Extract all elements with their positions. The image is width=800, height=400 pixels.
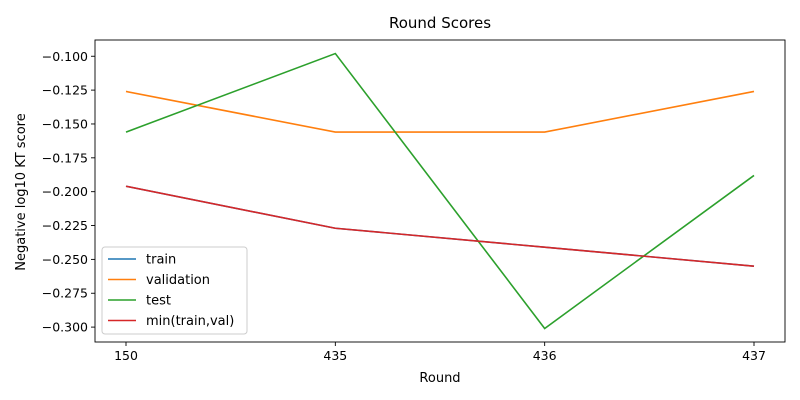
series-line-1 [125,90,755,133]
x-tick-label: 437 [742,348,766,363]
legend: train validation test min(train,val) [101,246,248,335]
y-tick-label: −0.200 [42,184,88,199]
y-tick-label: −0.300 [42,320,88,335]
series-line-2 [125,52,755,330]
legend-box [101,246,248,335]
legend-label-2: test [146,294,171,309]
x-axis-label: Round [419,371,460,386]
y-tick-label: −0.150 [42,116,88,131]
series-line-3 [125,185,755,267]
y-tick-label: −0.250 [42,252,88,267]
axes-frame [94,39,786,343]
x-tick-label: 150 [114,348,138,363]
x-tick-label: 435 [323,348,347,363]
legend-label-1: validation [146,273,210,288]
y-axis-label: Negative log10 KT score [14,113,29,271]
y-tick-label: −0.100 [42,49,88,64]
plot-area: 150 435 436 437 −0.100 −0.125 −0.150 −0.175 −0.2… [42,39,786,363]
y-tick-label: −0.275 [42,286,88,301]
y-tick-label: −0.225 [42,218,88,233]
chart-title: Round Scores [389,14,491,32]
x-tick-label: 436 [533,348,557,363]
y-tick-label: −0.175 [42,150,88,165]
legend-label-0: train [146,253,176,268]
legend-label-3: min(train,val) [146,314,234,329]
y-tick-label: −0.125 [42,83,88,98]
